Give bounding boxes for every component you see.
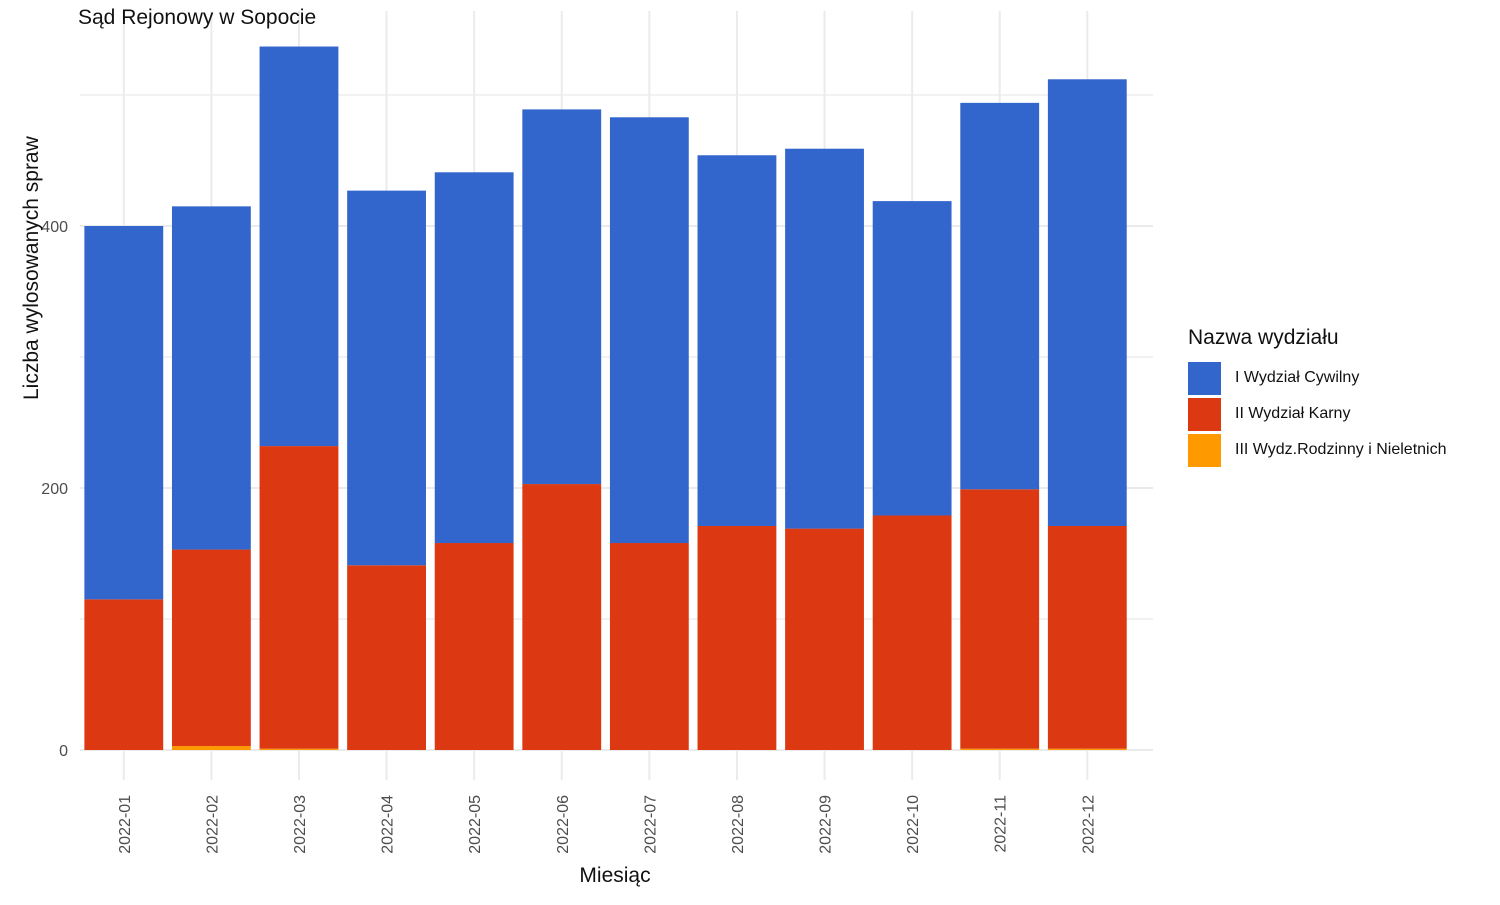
bar-segment (434, 172, 514, 544)
bar-segment (171, 746, 251, 750)
x-tick-label: 2022-07 (642, 795, 659, 854)
bar-segment (347, 190, 426, 566)
bar-segment (785, 148, 864, 529)
bar-segment (84, 226, 164, 600)
x-tick-label: 2022-11 (993, 795, 1010, 853)
legend-label: III Wydz.Rodzinny i Nieletnich (1235, 441, 1447, 458)
x-tick-label: 2022-12 (1080, 795, 1097, 854)
legend-swatch (1188, 397, 1221, 431)
bar-segment (785, 528, 864, 750)
bar-segment (259, 446, 339, 749)
bar-segment (960, 748, 1040, 750)
legend-swatch (1188, 433, 1221, 467)
bar-segment (960, 102, 1040, 490)
legend-item-karny: II Wydział Karny (1188, 396, 1447, 432)
x-tick-label: 2022-09 (818, 795, 835, 854)
bar-segment (434, 543, 514, 750)
bar-segment (960, 489, 1040, 749)
bar-segment (84, 599, 164, 750)
bar-segment (259, 748, 339, 750)
y-tick-label: 200 (41, 481, 68, 498)
bar-segment (1047, 525, 1127, 749)
bar-segment (697, 155, 777, 526)
x-tick-label: 2022-06 (555, 795, 572, 854)
bar-segment (697, 525, 777, 750)
bar-segment (347, 565, 426, 750)
bar-segment (1047, 748, 1127, 750)
x-axis-label: Miesiąc (579, 864, 651, 887)
legend: Nazwa wydziału I Wydział Cywilny II Wydz… (1188, 326, 1447, 468)
x-tick-label: 2022-03 (292, 795, 309, 854)
x-tick-label: 2022-02 (204, 795, 221, 854)
legend-item-cywilny: I Wydział Cywilny (1188, 360, 1447, 396)
bar-segment (171, 206, 251, 550)
bar-segment (171, 549, 251, 747)
y-tick-label: 400 (41, 219, 68, 236)
legend-swatch (1188, 361, 1221, 395)
x-tick-label: 2022-04 (380, 795, 397, 854)
chart-title: Sąd Rejonowy w Sopocie (78, 6, 317, 29)
bar-segment (522, 484, 602, 750)
y-tick-label: 0 (59, 743, 68, 760)
legend-title: Nazwa wydziału (1188, 326, 1339, 349)
legend-label: I Wydział Cywilny (1235, 369, 1360, 386)
y-axis-label: Liczba wylosowanych spraw (20, 136, 43, 400)
legend-item-rodzinny: III Wydz.Rodzinny i Nieletnich (1188, 432, 1447, 468)
legend-label: II Wydział Karny (1235, 405, 1351, 422)
bar-segment (872, 515, 952, 750)
bar-segment (609, 543, 689, 750)
bar-segment (1047, 79, 1127, 526)
bar-segment (609, 117, 689, 544)
x-tick-label: 2022-08 (730, 795, 747, 854)
x-tick-label: 2022-01 (117, 795, 134, 854)
bar-segment (522, 109, 602, 485)
bar-segment (259, 46, 339, 447)
x-tick-label: 2022-05 (467, 795, 484, 854)
x-tick-label: 2022-10 (905, 795, 922, 854)
bar-segment (872, 201, 952, 516)
